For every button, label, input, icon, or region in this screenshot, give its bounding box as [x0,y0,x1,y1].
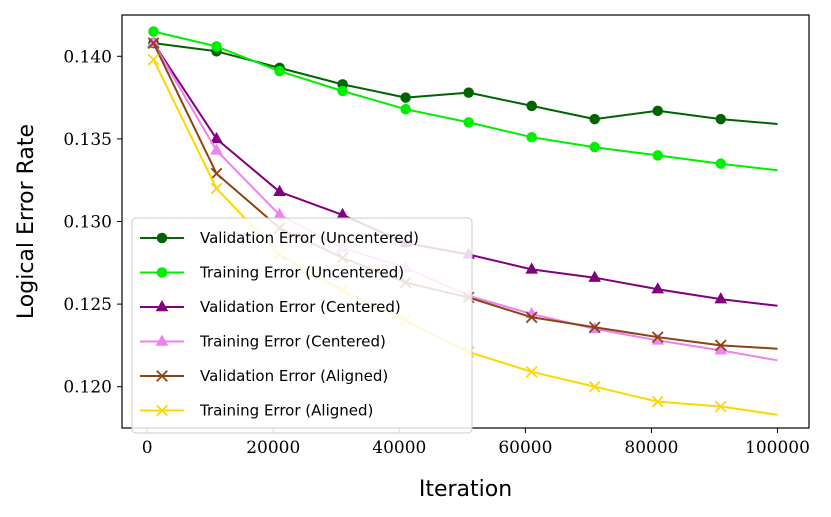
data-point [210,167,223,180]
data-point [715,113,727,125]
legend-item: Validation Error (Aligned) [140,367,388,385]
data-point [652,105,663,117]
data-point [588,321,601,334]
data-point [148,26,159,37]
data-point [588,380,601,393]
legend: Validation Error (Uncentered) Training Er… [131,217,473,434]
data-point [210,182,223,195]
data-point [274,65,285,77]
legend-marker [156,404,168,417]
data-point [273,184,286,196]
x-axis-ticks: 0 20000 40000 60000 80000 100000 [142,428,810,458]
data-point [336,207,349,220]
legend-marker [155,300,169,312]
data-point [526,100,537,112]
data-point [525,365,538,378]
data-point [588,270,602,282]
data-point [525,311,538,324]
data-point [651,395,664,408]
data-point [210,143,223,155]
series-1 [148,37,778,125]
legend-marker [156,267,168,278]
y-tick-label: 0.140 [63,47,112,67]
legend-label: Validation Error (Aligned) [200,367,388,385]
x-tick-label: 100000 [745,438,810,458]
data-point [525,262,538,274]
legend-item: Training Error (Uncentered) [140,264,404,282]
y-tick-label: 0.120 [63,378,112,398]
data-point [651,282,665,294]
legend-label: Training Error (Aligned) [199,402,373,420]
y-axis-label: Logical Error Rate [14,124,39,319]
data-point [652,150,663,161]
data-point [463,117,474,128]
data-point [651,333,665,345]
data-point [400,92,411,103]
series-2 [148,26,778,172]
x-tick-label: 0 [142,438,153,458]
data-point [714,292,728,304]
series-line [153,42,778,125]
data-point [337,85,348,97]
x-tick-label: 40000 [372,438,426,458]
data-point [589,141,600,153]
legend-item: Validation Error (Uncentered) [140,229,419,247]
legend-box [131,217,473,434]
data-point [714,343,728,355]
data-point [589,113,600,125]
x-tick-label: 60000 [498,438,552,458]
series-line [153,30,778,172]
data-point [147,37,160,49]
data-point [715,158,727,169]
legend-label: Validation Error (Uncentered) [200,229,419,247]
y-tick-label: 0.130 [63,213,112,233]
data-point [147,36,160,48]
y-tick-label: 0.135 [63,130,112,150]
legend-label: Training Error (Centered) [199,333,386,351]
data-point [651,331,664,344]
x-tick-label: 20000 [246,438,300,458]
data-point [400,103,411,115]
legend-marker [155,334,169,346]
data-point [273,207,286,220]
data-point [210,131,223,144]
legend-item: Validation Error (Centered) [140,298,401,316]
y-axis-ticks: 0.120 0.125 0.130 0.135 0.140 [63,47,122,398]
legend-marker [156,232,168,244]
data-point [211,41,222,52]
data-point [714,400,727,413]
legend-item: Training Error (Centered) [140,333,386,351]
legend-label: Validation Error (Centered) [200,298,401,316]
data-point [147,53,160,66]
legend-label: Training Error (Uncentered) [199,264,404,282]
data-point [526,131,537,143]
y-tick-label: 0.125 [63,295,112,315]
legend-marker [156,370,168,382]
data-point [463,87,474,98]
data-point [714,339,727,352]
x-tick-label: 80000 [624,438,678,458]
x-axis-label: Iteration [419,477,512,502]
legend-item: Training Error (Aligned) [140,402,373,420]
